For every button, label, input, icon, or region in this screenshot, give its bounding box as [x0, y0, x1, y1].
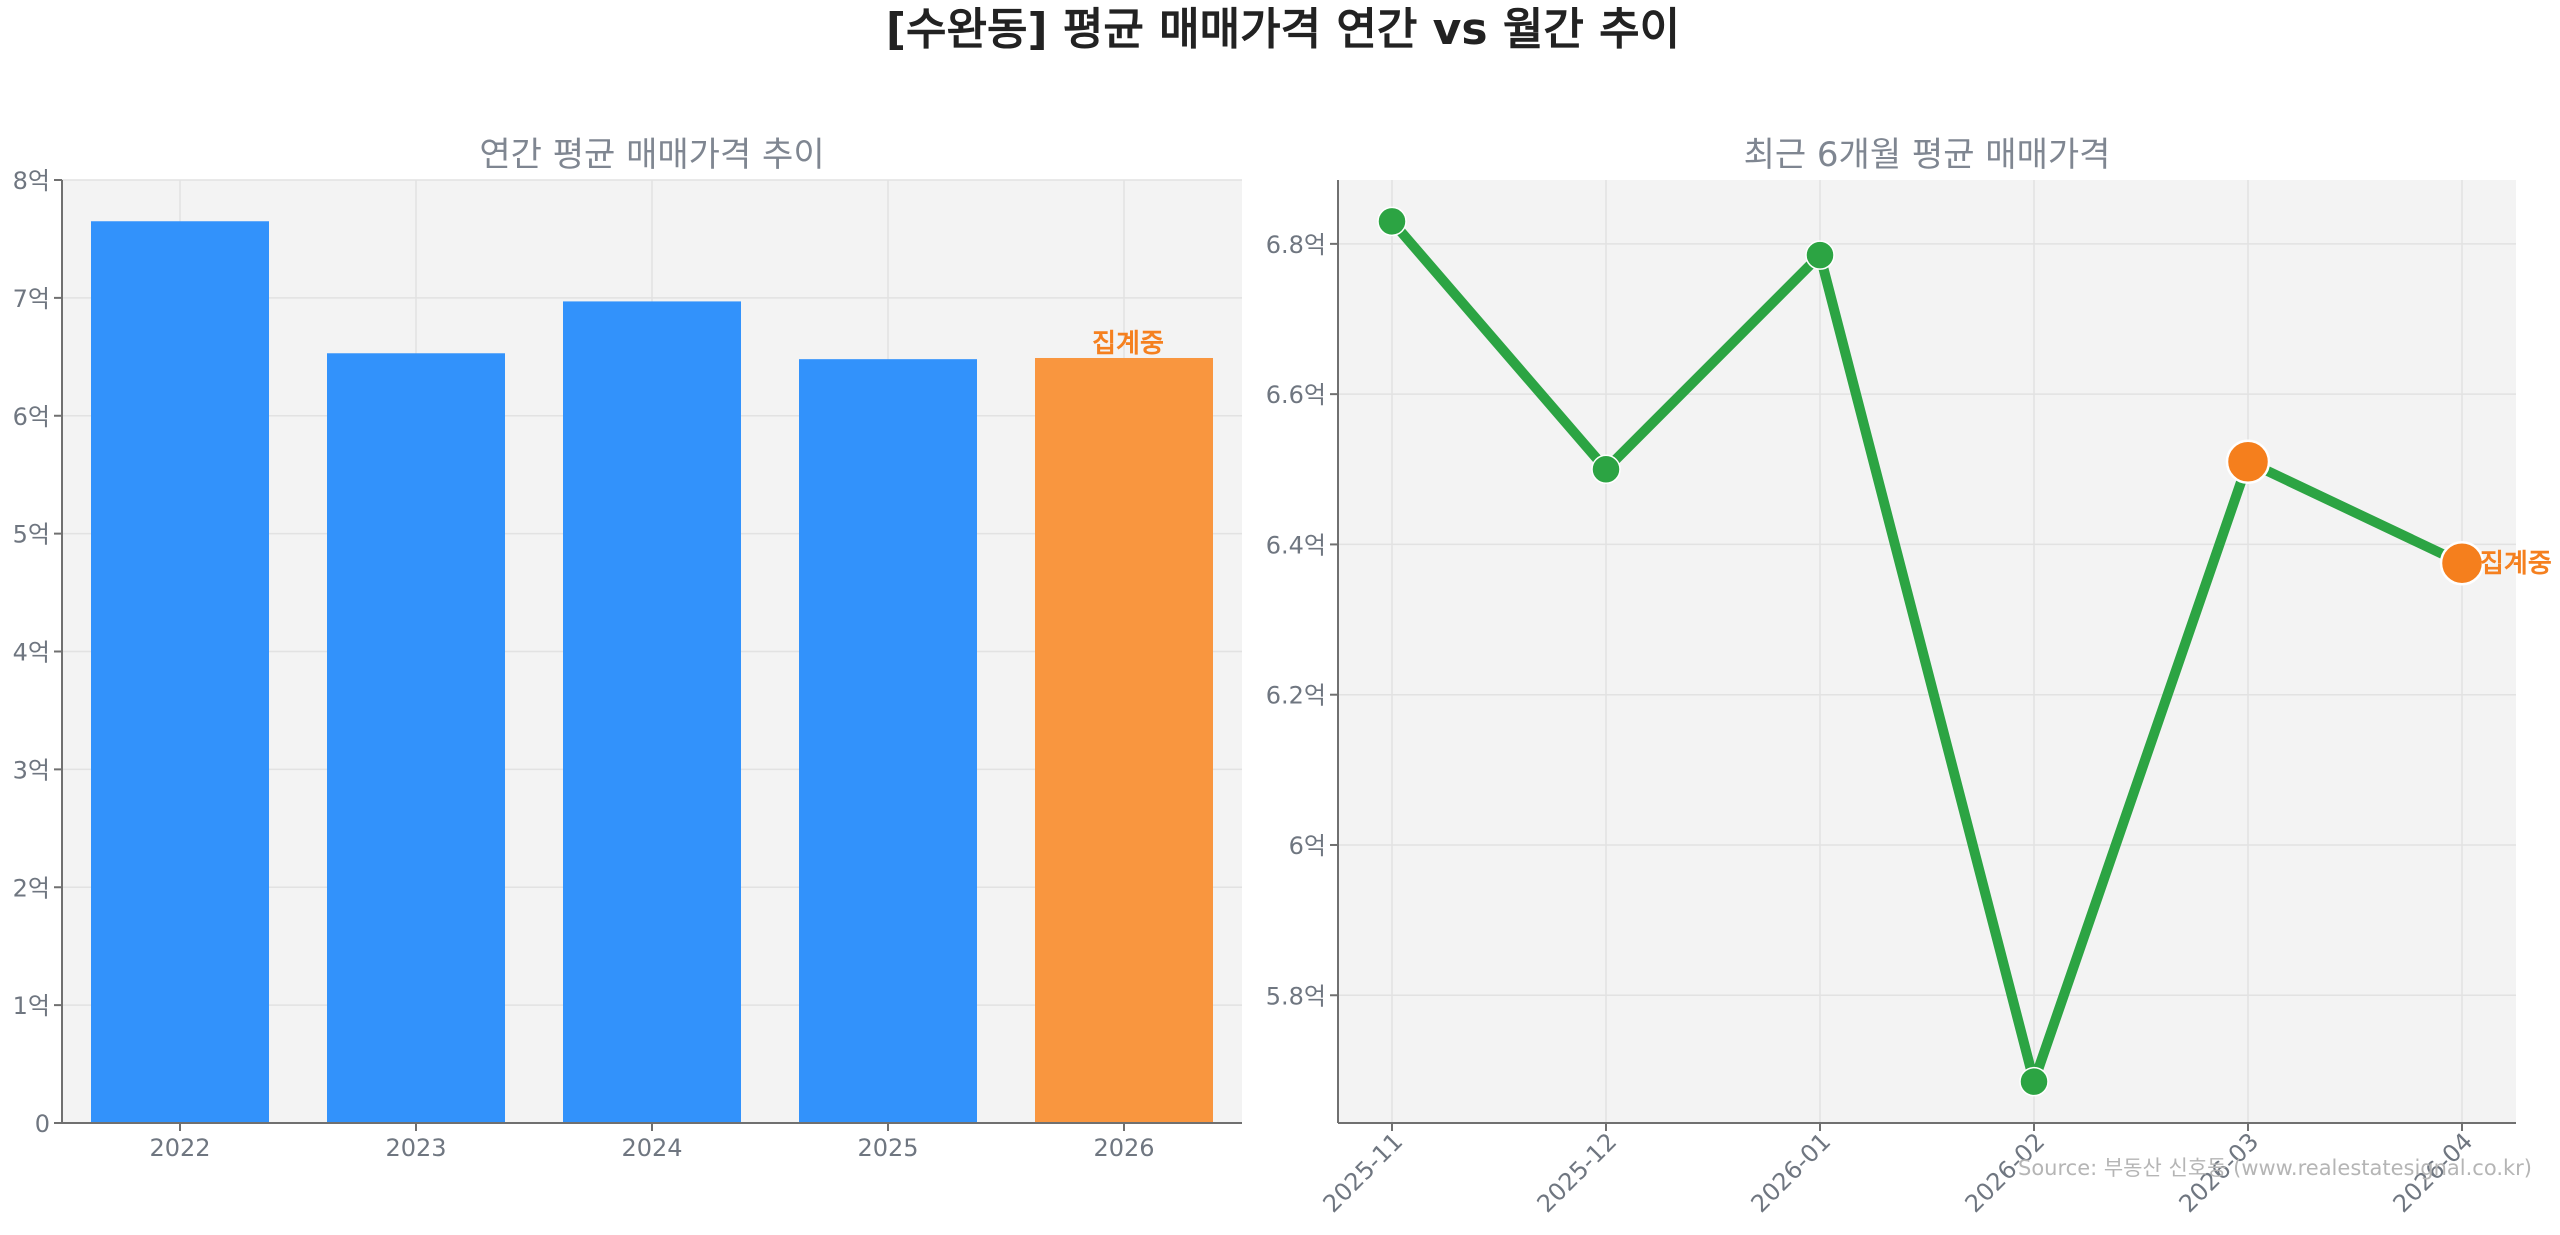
line-point-2025-12	[1591, 454, 1621, 485]
bar-x-tick-label: 2026	[1093, 1134, 1154, 1162]
line-y-tick-label: 6억	[1289, 832, 1326, 860]
line-x-tick-label: 2025-11	[1318, 1127, 1409, 1218]
bar-2022	[91, 221, 269, 1124]
bar-2026	[1035, 357, 1213, 1124]
bar-y-tick-label: 8억	[13, 167, 50, 195]
line-y-tick-label: 6.2억	[1266, 682, 1326, 710]
bar-2023	[327, 353, 505, 1123]
line-series	[1387, 216, 2467, 1087]
bar-y-tick-label: 5억	[13, 521, 50, 549]
bar-x-tick-label: 2023	[385, 1134, 446, 1162]
line-point-2026-03	[2225, 439, 2271, 485]
line-y-tick-label: 5.8억	[1266, 982, 1326, 1010]
bar-marks: 집계중	[91, 221, 1213, 1124]
source-note: Source: 부동산 신호등 (www.realestatesignal.co…	[2018, 1156, 2532, 1180]
bar-x-tick-label: 2024	[621, 1134, 682, 1162]
bar-2025	[799, 359, 977, 1123]
line-gridlines	[1338, 180, 2516, 1123]
bar-y-tick-label: 0	[35, 1110, 50, 1138]
bar-chart-title: 연간 평균 매매가격 추이	[479, 135, 824, 175]
bar-y-tick-label: 7억	[13, 285, 50, 313]
figure-title: [수완동] 평균 매매가격 연간 vs 월간 추이	[886, 4, 1680, 55]
bar-y-tick-label: 2억	[13, 874, 50, 902]
line-y-tick-label: 6.4억	[1266, 531, 1326, 559]
bar-x-ticks: 2022 2023 2024 2025 2026	[149, 1123, 1155, 1162]
bar-y-tick-label: 3억	[13, 756, 50, 784]
line-point-2026-04	[2439, 540, 2485, 586]
bar-y-tick-label: 4억	[13, 639, 50, 667]
bar-y-tick-label: 1억	[13, 992, 50, 1020]
line-y-tick-label: 6.8억	[1266, 231, 1326, 259]
line-chart-title: 최근 6개월 평균 매매가격	[1744, 135, 2111, 175]
monthly-line-chart: 집계중 5.8억 6억 6.2억 6.4억 6.6억 6.8억 2025-11 2025-1…	[1266, 135, 2552, 1218]
line-marks: 집계중	[1377, 206, 2552, 1097]
line-point-2026-01	[1805, 240, 1835, 270]
bar-x-tick-label: 2022	[149, 1134, 210, 1162]
line-y-ticks: 5.8억 6억 6.2억 6.4억 6.6억 6.8억	[1266, 231, 1338, 1010]
line-point-2026-02	[2019, 1066, 2049, 1097]
line-x-tick-label: 2025-12	[1532, 1127, 1623, 1218]
bar-y-tick-label: 6억	[13, 403, 50, 431]
bar-x-tick-label: 2025	[857, 1134, 918, 1162]
line-y-tick-label: 6.6억	[1266, 381, 1326, 409]
bar-status-annotation: 집계중	[1092, 329, 1164, 359]
bar-2024	[563, 301, 741, 1123]
bar-y-ticks: 0 1억 2억 3억 4억 5억 6억 7억 8억	[13, 167, 62, 1138]
line-x-tick-label: 2026-01	[1746, 1127, 1837, 1218]
line-point-2025-11	[1377, 206, 1407, 237]
line-status-annotation: 집계중	[2480, 549, 2552, 579]
